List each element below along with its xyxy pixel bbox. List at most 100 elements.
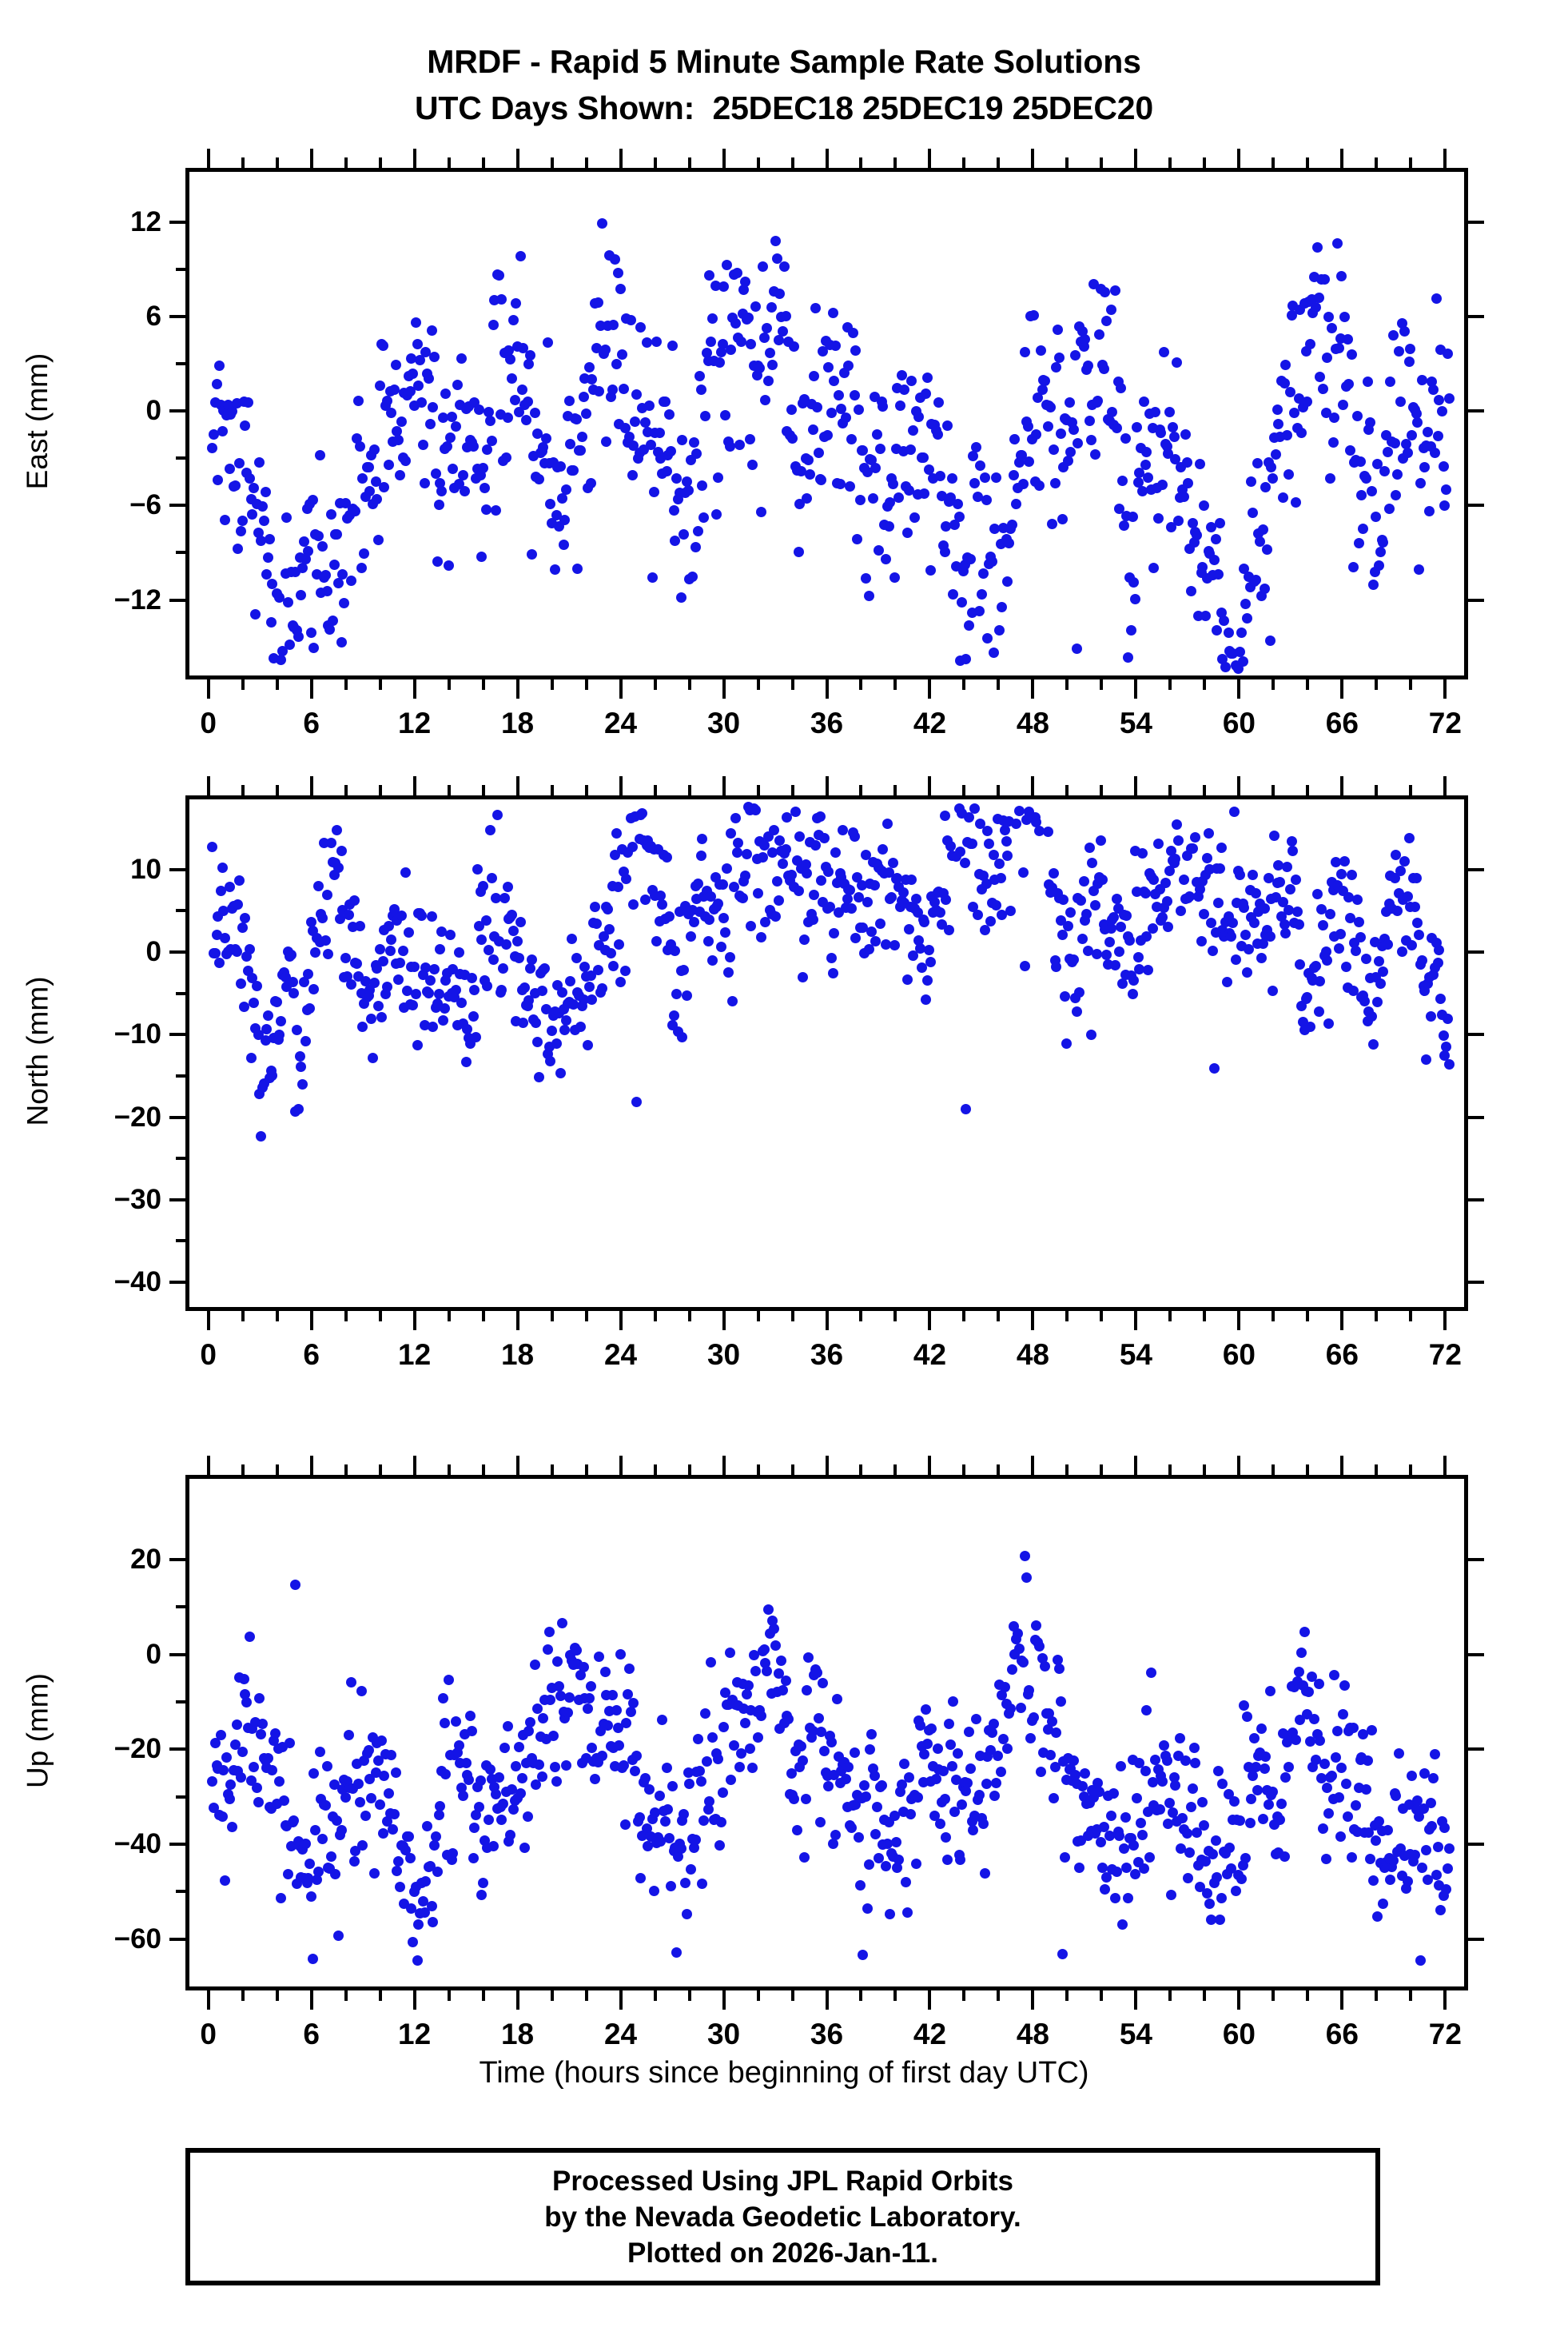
x-top-tick-up — [241, 1464, 245, 1475]
data-point — [400, 1844, 412, 1855]
data-point — [840, 412, 851, 424]
x-minor-tick-east — [687, 679, 691, 690]
data-point — [249, 997, 260, 1008]
data-point — [992, 1750, 1003, 1761]
data-point — [249, 609, 261, 620]
data-point — [1210, 533, 1221, 544]
data-point — [1058, 895, 1069, 906]
data-point — [488, 1841, 499, 1852]
data-point — [1241, 612, 1252, 624]
data-point — [704, 269, 715, 281]
data-point — [925, 564, 936, 576]
x-minor-tick-north — [550, 1311, 554, 1321]
data-point — [596, 982, 607, 994]
data-point — [435, 477, 446, 488]
data-point — [1323, 1808, 1335, 1819]
data-point — [997, 910, 1008, 921]
data-point — [1157, 911, 1168, 922]
data-point — [1351, 945, 1362, 956]
data-point — [1248, 1732, 1260, 1743]
data-point — [619, 966, 631, 977]
x-tick-up-1 — [309, 1990, 313, 2010]
data-point — [1051, 1727, 1062, 1739]
data-point — [935, 1818, 946, 1829]
x-minor-tick-north — [1272, 1311, 1275, 1321]
data-point — [977, 1818, 989, 1829]
data-point — [881, 554, 892, 565]
data-point — [392, 426, 403, 437]
data-point — [312, 880, 324, 891]
data-point — [293, 1104, 304, 1115]
data-point — [1040, 1661, 1051, 1672]
data-point — [1333, 1791, 1344, 1803]
data-point — [485, 415, 496, 426]
data-point — [1073, 438, 1084, 449]
data-point — [1130, 593, 1141, 604]
data-point — [679, 529, 690, 540]
data-point — [959, 857, 970, 868]
x-tick-label-east-11: 66 — [1325, 707, 1359, 739]
data-point — [1293, 919, 1304, 930]
data-point — [555, 460, 566, 472]
data-point — [625, 315, 636, 326]
data-point — [305, 627, 316, 638]
data-point — [998, 1734, 1009, 1744]
data-point — [1192, 530, 1203, 541]
y-minor-tick-east — [176, 362, 185, 366]
y-tick-up-2 — [169, 1747, 185, 1751]
data-point — [1391, 1791, 1402, 1802]
data-point — [585, 1680, 596, 1692]
x-tick-label-east-4: 24 — [603, 707, 638, 739]
data-point — [740, 1717, 751, 1728]
data-point — [233, 899, 244, 910]
x-top-tick-east — [893, 157, 897, 168]
data-point — [426, 911, 437, 922]
data-point — [267, 1070, 278, 1082]
data-point — [999, 1682, 1010, 1693]
data-point — [412, 338, 423, 349]
data-point — [870, 463, 882, 474]
y-tick-north-1 — [169, 950, 185, 954]
x-tick-up-2 — [412, 1990, 416, 2010]
data-point — [941, 894, 952, 905]
data-point — [618, 1759, 629, 1771]
data-point — [583, 361, 595, 373]
data-point — [713, 472, 724, 483]
data-point — [224, 463, 235, 474]
data-point — [881, 1861, 892, 1872]
data-point — [1241, 966, 1252, 978]
x-minor-tick-north — [584, 1311, 588, 1321]
data-point — [1114, 1831, 1125, 1842]
data-point — [448, 1847, 459, 1859]
data-point — [1188, 1743, 1200, 1754]
data-point — [1382, 447, 1393, 458]
data-point — [491, 892, 502, 903]
data-point — [1259, 903, 1270, 914]
data-point — [499, 1743, 510, 1754]
data-point — [568, 998, 579, 1010]
data-point — [925, 956, 936, 967]
x-top-tick-east — [412, 149, 416, 168]
data-point — [237, 1746, 248, 1757]
data-point — [977, 568, 989, 579]
data-point — [713, 1753, 724, 1764]
data-point — [476, 552, 488, 563]
data-point — [834, 479, 846, 490]
data-point — [922, 1738, 933, 1749]
data-point — [1239, 903, 1250, 914]
data-point — [859, 1779, 870, 1791]
x-top-tick-east — [962, 157, 966, 168]
data-point — [420, 347, 432, 358]
data-point — [1365, 416, 1376, 428]
data-point — [1116, 922, 1127, 933]
y-right-tick-north — [1468, 1115, 1484, 1119]
data-point — [257, 500, 268, 512]
data-point — [773, 1668, 784, 1679]
data-point — [1078, 876, 1089, 887]
data-point — [986, 1727, 997, 1739]
x-minor-tick-north — [790, 1311, 794, 1321]
data-point — [650, 1807, 661, 1818]
x-minor-tick-north — [756, 1311, 760, 1321]
data-point — [846, 903, 857, 914]
x-top-tick-up — [378, 1464, 382, 1475]
